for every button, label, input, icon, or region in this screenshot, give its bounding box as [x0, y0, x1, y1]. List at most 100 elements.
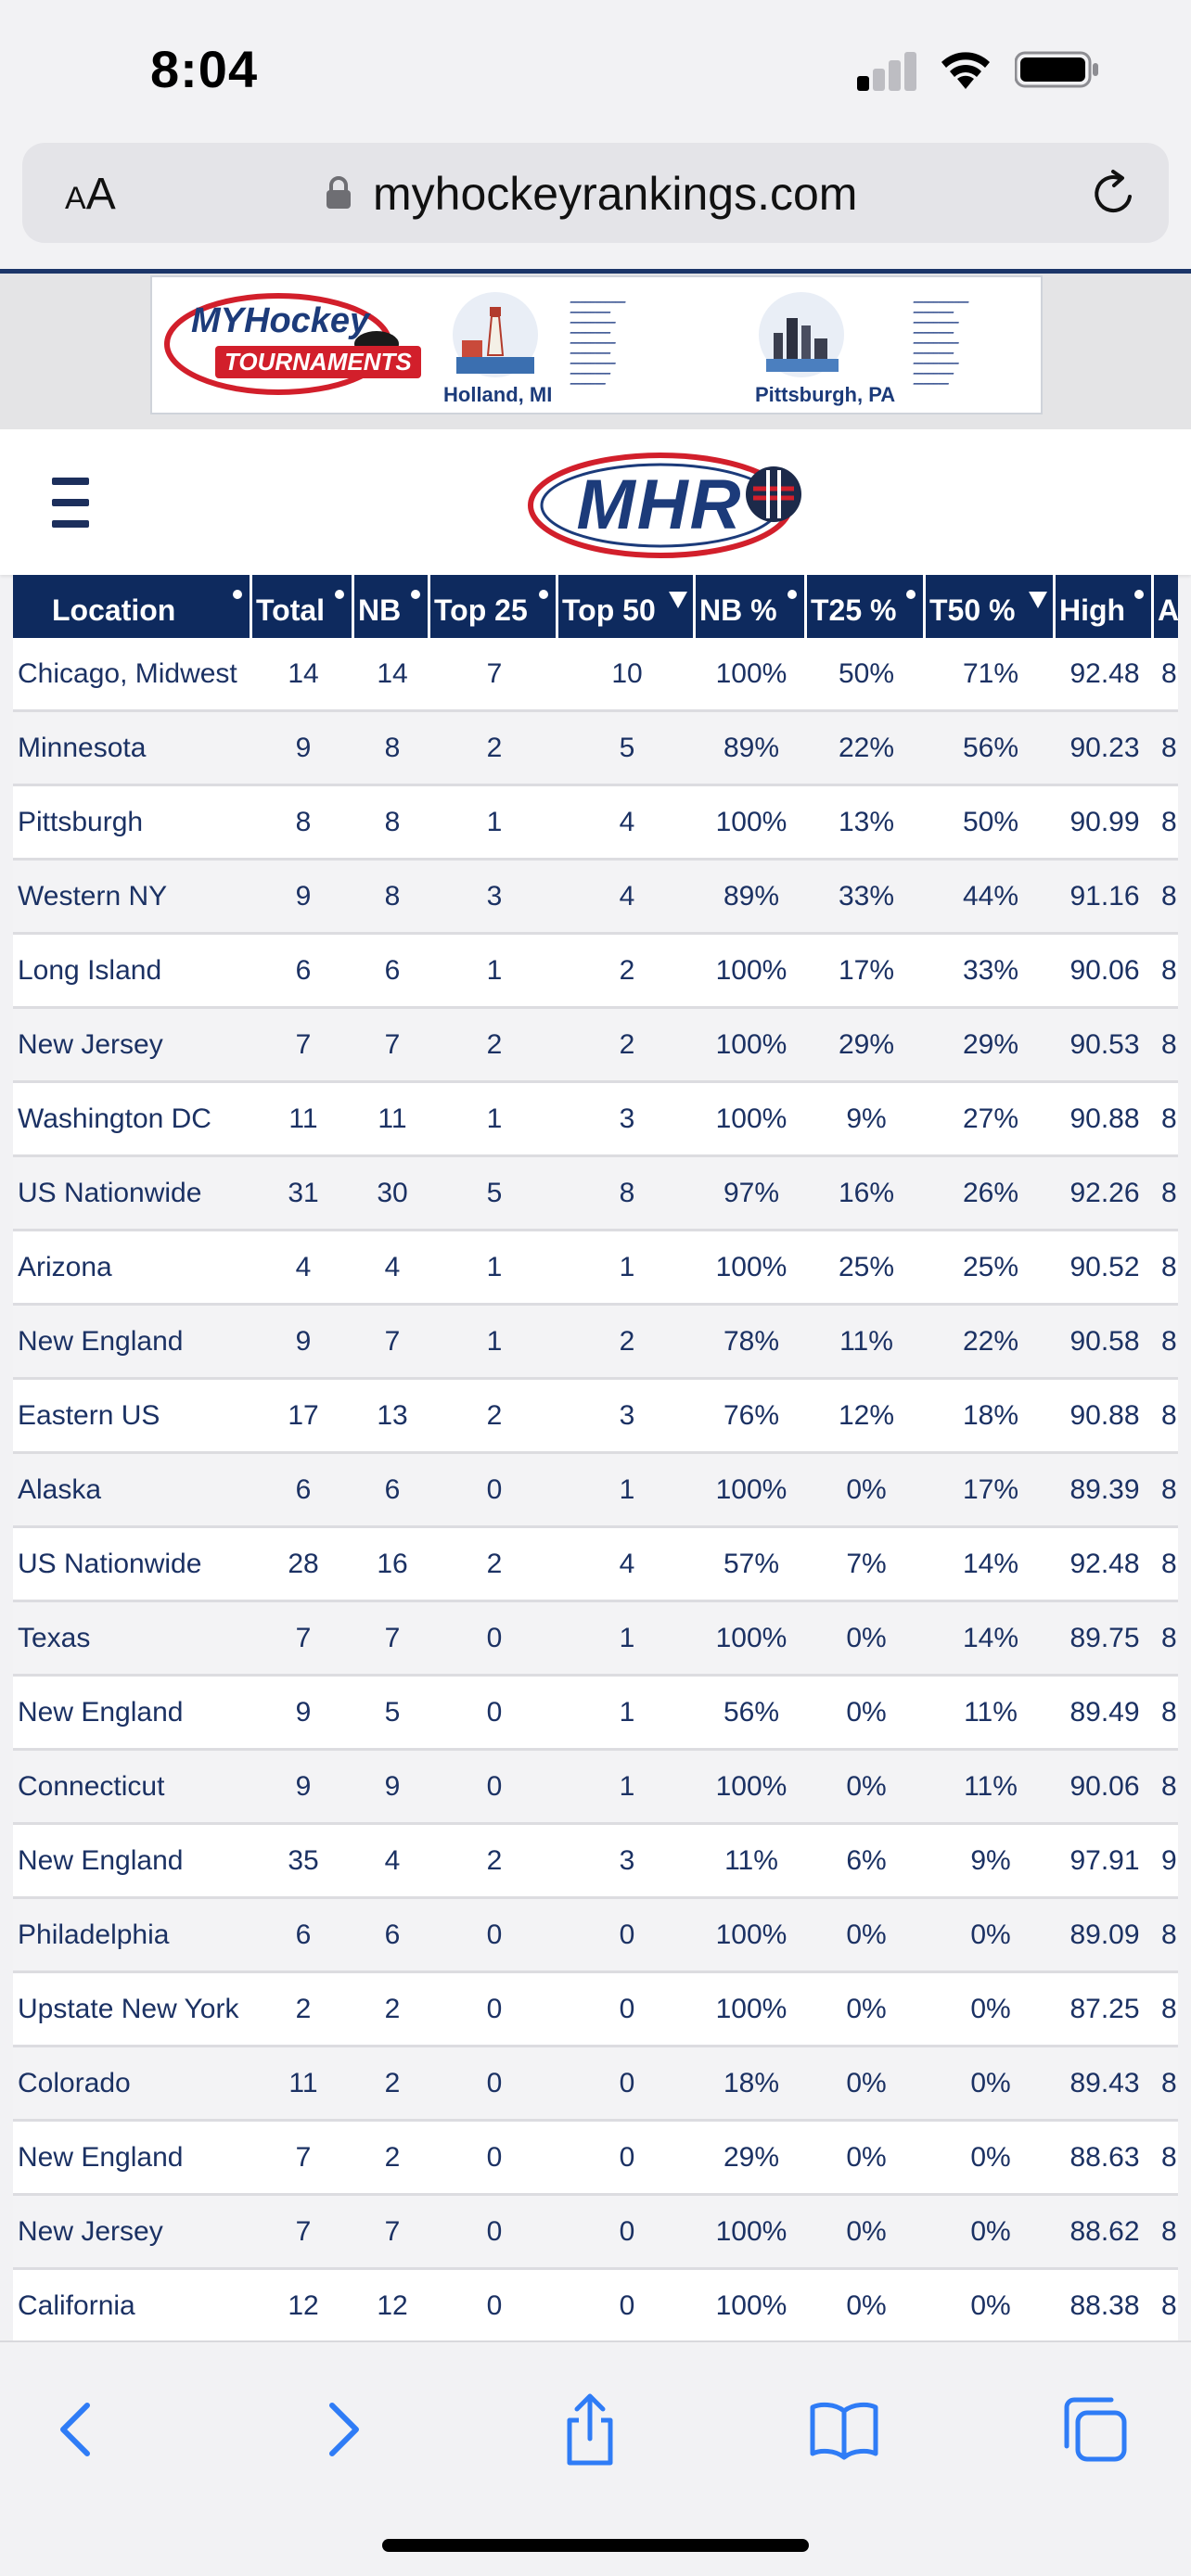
table-row[interactable]: Eastern US 17 13 2 3 76% 12% 18% 90.88 8: [13, 1380, 1178, 1454]
table-cell: 26%: [962, 1178, 1019, 1208]
location-cell[interactable]: New Jersey: [18, 2216, 163, 2247]
table-cell: 89.09: [1069, 1919, 1140, 1950]
column-header-high[interactable]: High: [1056, 575, 1154, 638]
table-row[interactable]: Arizona 4 4 1 1 100% 25% 25% 90.52 8: [13, 1231, 1178, 1306]
location-cell[interactable]: Texas: [18, 1623, 91, 1653]
forward-chevron-icon[interactable]: [304, 2392, 378, 2467]
column-header-location[interactable]: Location: [13, 575, 252, 638]
location-cell[interactable]: Colorado: [18, 2068, 131, 2098]
table-cell: 89%: [723, 881, 780, 912]
location-cell[interactable]: Chicago, Midwest: [18, 658, 237, 689]
table-cell: 8: [1161, 1919, 1177, 1950]
location-cell[interactable]: New England: [18, 1845, 184, 1876]
column-header-a[interactable]: A: [1154, 575, 1178, 638]
location-cell[interactable]: Arizona: [18, 1252, 112, 1282]
location-cell[interactable]: Connecticut: [18, 1771, 165, 1802]
share-icon[interactable]: [553, 2392, 627, 2467]
location-cell[interactable]: Long Island: [18, 955, 162, 986]
location-cell[interactable]: Pittsburgh: [18, 807, 144, 837]
table-row[interactable]: New England 9 7 1 2 78% 11% 22% 90.58 8: [13, 1306, 1178, 1380]
table-row[interactable]: Long Island 6 6 1 2 100% 17% 33% 90.06 8: [13, 935, 1178, 1009]
table-row[interactable]: Alaska 6 6 0 1 100% 0% 17% 89.39 8: [13, 1454, 1178, 1528]
table-row[interactable]: Texas 7 7 0 1 100% 0% 14% 89.75 8: [13, 1602, 1178, 1677]
address-bar[interactable]: AA myhockeyrankings.com: [22, 143, 1169, 243]
table-row[interactable]: New England 35 4 2 3 11% 6% 9% 97.91 9: [13, 1825, 1178, 1899]
table-cell: 76%: [723, 1400, 780, 1431]
column-header-top-25[interactable]: Top 25: [430, 575, 558, 638]
table-cell: 12: [377, 2290, 408, 2321]
tabs-icon[interactable]: [1057, 2392, 1132, 2467]
location-cell[interactable]: New England: [18, 2142, 184, 2173]
table-row[interactable]: Colorado 11 2 0 0 18% 0% 0% 89.43 8: [13, 2047, 1178, 2122]
table-cell: 6: [384, 1919, 401, 1950]
table-row[interactable]: Connecticut 9 9 0 1 100% 0% 11% 90.06 8: [13, 1751, 1178, 1825]
table-cell: 1: [619, 1697, 635, 1728]
table-row[interactable]: New Jersey 7 7 2 2 100% 29% 29% 90.53 8: [13, 1009, 1178, 1083]
table-cell: 2: [486, 1845, 503, 1876]
table-cell: 9: [295, 733, 312, 763]
table-row[interactable]: US Nationwide 28 16 2 4 57% 7% 14% 92.48 8: [13, 1528, 1178, 1602]
back-chevron-icon[interactable]: [41, 2392, 115, 2467]
table-cell: 1: [619, 1474, 635, 1505]
table-cell: 1: [486, 807, 503, 837]
table-cell: 0: [486, 2290, 503, 2321]
reload-icon[interactable]: [1089, 169, 1139, 219]
table-cell: 0%: [846, 1474, 887, 1505]
site-header: MHR: [0, 429, 1191, 575]
hamburger-menu-icon[interactable]: [52, 478, 89, 528]
column-header-label: T25 %: [811, 593, 897, 627]
table-row[interactable]: US Nationwide 31 30 5 8 97% 16% 26% 92.26 8: [13, 1157, 1178, 1231]
table-cell: 90.53: [1069, 1029, 1140, 1060]
ad-banner[interactable]: MYHockey TOURNAMENTS Holland, MI ━━━━━━━…: [150, 275, 1043, 414]
table-row[interactable]: New England 7 2 0 0 29% 0% 0% 88.63 8: [13, 2122, 1178, 2196]
location-cell[interactable]: US Nationwide: [18, 1178, 202, 1208]
table-cell: 97%: [723, 1178, 780, 1208]
table-row[interactable]: Western NY 9 8 3 4 89% 33% 44% 91.16 8: [13, 861, 1178, 935]
table-cell: 6: [384, 1474, 401, 1505]
rankings-table[interactable]: Location Total NB Top 25 Top 50 NB % T25 % T50 …: [13, 575, 1178, 2340]
location-cell[interactable]: Western NY: [18, 881, 168, 912]
location-cell[interactable]: New England: [18, 1326, 184, 1357]
table-row[interactable]: California 12 12 0 0 100% 0% 0% 88.38 8: [13, 2270, 1178, 2340]
table-cell: 100%: [715, 1623, 788, 1653]
header-divider: [0, 269, 1191, 274]
reader-text-size-button[interactable]: AA: [65, 169, 116, 220]
table-cell: 2: [486, 1549, 503, 1579]
column-header-t25[interactable]: T25 %: [807, 575, 926, 638]
location-cell[interactable]: Washington DC: [18, 1103, 211, 1134]
url-text[interactable]: myhockeyrankings.com: [373, 168, 858, 220]
table-cell: 0%: [846, 2068, 887, 2098]
column-header-nb[interactable]: NB: [354, 575, 430, 638]
column-header-top-50[interactable]: Top 50: [558, 575, 696, 638]
table-cell: 56%: [962, 733, 1019, 763]
location-cell[interactable]: Eastern US: [18, 1400, 160, 1431]
table-cell: 5: [384, 1697, 401, 1728]
column-header-nb[interactable]: NB %: [696, 575, 807, 638]
location-cell[interactable]: California: [18, 2290, 135, 2321]
table-row[interactable]: New England 9 5 0 1 56% 0% 11% 89.49 8: [13, 1677, 1178, 1751]
location-cell[interactable]: Philadelphia: [18, 1919, 170, 1950]
table-row[interactable]: Washington DC 11 11 1 3 100% 9% 27% 90.88 8: [13, 1083, 1178, 1157]
table-row[interactable]: Chicago, Midwest 14 14 7 10 100% 50% 71% 92.48 8: [13, 638, 1178, 712]
column-header-total[interactable]: Total: [252, 575, 354, 638]
location-cell[interactable]: New England: [18, 1697, 184, 1728]
location-cell[interactable]: Upstate New York: [18, 1994, 239, 2024]
table-cell: 8: [1161, 1994, 1177, 2024]
column-header-t50[interactable]: T50 %: [926, 575, 1056, 638]
mhr-logo[interactable]: MHR: [525, 448, 811, 561]
table-cell: 8: [1161, 1623, 1177, 1653]
table-row[interactable]: Upstate New York 2 2 0 0 100% 0% 0% 87.25 8: [13, 1973, 1178, 2047]
bookmarks-book-icon[interactable]: [807, 2392, 881, 2467]
status-time: 8:04: [150, 40, 259, 98]
table-cell: 0: [486, 1919, 503, 1950]
table-row[interactable]: Minnesota 9 8 2 5 89% 22% 56% 90.23 8: [13, 712, 1178, 786]
table-cell: 8: [1161, 807, 1177, 837]
table-row[interactable]: New Jersey 7 7 0 0 100% 0% 0% 88.62 8: [13, 2196, 1178, 2270]
table-cell: 31: [288, 1178, 319, 1208]
location-cell[interactable]: Minnesota: [18, 733, 147, 763]
location-cell[interactable]: New Jersey: [18, 1029, 163, 1060]
table-row[interactable]: Philadelphia 6 6 0 0 100% 0% 0% 89.09 8: [13, 1899, 1178, 1973]
location-cell[interactable]: Alaska: [18, 1474, 102, 1505]
location-cell[interactable]: US Nationwide: [18, 1549, 202, 1579]
table-row[interactable]: Pittsburgh 8 8 1 4 100% 13% 50% 90.99 8: [13, 786, 1178, 861]
